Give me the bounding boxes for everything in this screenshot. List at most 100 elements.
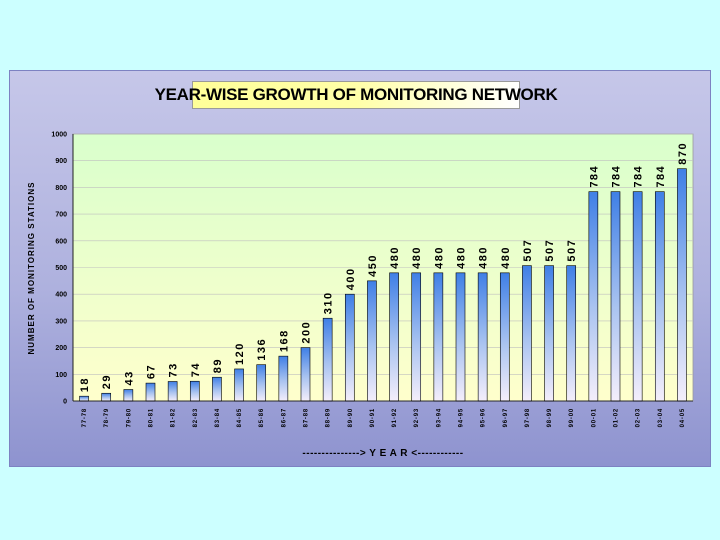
x-tick-label: 79-80 (126, 408, 132, 427)
x-tick-label: 88-89 (326, 408, 332, 427)
data-label: 480 (478, 246, 490, 269)
y-tick-label: 400 (55, 292, 67, 299)
x-tick-label: 86-87 (281, 408, 287, 427)
x-tick-label: 01-02 (614, 408, 620, 427)
data-label: 450 (367, 254, 379, 277)
data-label: 200 (301, 321, 313, 344)
data-label: 507 (544, 239, 556, 262)
x-tick-label: 98-99 (547, 408, 553, 427)
y-axis-ticks: 0 100 200 300 400 500 600 700 800 900 1000 (51, 132, 67, 406)
bar-02-03 (632, 191, 643, 402)
data-label: 74 (190, 362, 202, 377)
data-label: 120 (234, 342, 246, 365)
data-label: 480 (411, 246, 423, 269)
bar-79-80 (123, 389, 134, 402)
data-labels: 18 29 43 67 73 74 89 120 136 168 200 310 400 450 480 48… (79, 142, 689, 392)
bar-89-90 (344, 293, 355, 402)
bar-88-89 (322, 317, 333, 402)
y-tick-label: 700 (55, 212, 67, 219)
x-tick-label: 92-93 (414, 408, 420, 427)
data-label: 480 (389, 246, 401, 269)
bar-81-82 (167, 381, 178, 402)
x-axis-ticks: 77-78 78-79 79-80 80-81 81-82 82-83 83-84 84-85… (82, 408, 686, 427)
data-label: 18 (79, 377, 91, 392)
x-tick-label: 81-82 (171, 408, 177, 427)
data-label: 480 (456, 246, 468, 269)
data-label: 67 (146, 364, 158, 379)
x-tick-label: 80-81 (149, 408, 155, 427)
bar-87-88 (300, 347, 311, 402)
y-tick-label: 500 (55, 265, 67, 272)
bar-78-79 (101, 392, 112, 402)
x-tick-label: 97-98 (525, 408, 531, 427)
x-tick-label: 00-01 (591, 408, 597, 427)
bar-03-04 (654, 191, 665, 402)
chart-title: YEAR-WISE GROWTH OF MONITORING NETWORK (155, 81, 558, 109)
x-tick-label: 85-86 (259, 408, 265, 427)
y-tick-label: 900 (55, 158, 67, 165)
bar-95-96 (477, 272, 488, 402)
data-label: 310 (323, 291, 335, 314)
y-axis-label: NUMBER OF MONITORING STATIONS (27, 182, 36, 355)
data-label: 784 (588, 165, 600, 188)
data-label: 400 (345, 267, 357, 290)
bar-85-86 (256, 364, 267, 402)
x-tick-label: 95-96 (481, 408, 487, 427)
x-tick-label: 89-90 (348, 408, 354, 427)
data-label: 784 (633, 165, 645, 188)
bar-82-83 (189, 380, 200, 402)
y-tick-label: 800 (55, 185, 67, 192)
bar-94-95 (455, 272, 466, 402)
x-tick-label: 02-03 (636, 408, 642, 427)
data-label: 480 (500, 246, 512, 269)
x-tick-label: 90-91 (370, 408, 376, 427)
bar-90-91 (367, 280, 377, 402)
y-tick-label: 200 (55, 345, 67, 352)
x-tick-label: 91-92 (392, 408, 398, 427)
y-tick-label: 0 (63, 399, 67, 406)
y-tick-label: 100 (55, 372, 67, 379)
bar-96-97 (499, 272, 510, 402)
x-tick-label: 84-85 (237, 408, 243, 427)
data-label: 507 (522, 239, 534, 262)
x-tick-label: 99-00 (569, 408, 575, 427)
data-label: 784 (611, 165, 623, 188)
bar-77-78 (79, 395, 89, 402)
bar-01-02 (610, 191, 621, 402)
data-label: 168 (278, 329, 290, 352)
bar-99-00 (566, 265, 577, 402)
data-label: 870 (677, 142, 689, 165)
x-tick-label: 83-84 (215, 408, 221, 427)
data-label: 480 (433, 246, 445, 269)
x-tick-label: 94-95 (459, 408, 465, 427)
data-label: 784 (655, 165, 667, 188)
x-tick-label: 87-88 (304, 408, 310, 427)
x-axis-label: ---------------> Y E A R <------------ (302, 448, 463, 459)
x-tick-label: 93-94 (436, 408, 442, 427)
y-tick-label: 300 (55, 318, 67, 325)
bar-80-81 (145, 382, 156, 402)
x-tick-label: 78-79 (104, 408, 110, 427)
data-label: 43 (123, 370, 135, 385)
x-tick-label: 82-83 (193, 408, 199, 427)
x-tick-label: 03-04 (658, 408, 664, 427)
data-label: 29 (101, 374, 113, 389)
bar-97-98 (522, 265, 532, 402)
data-label: 136 (256, 338, 268, 361)
bar-98-99 (544, 265, 554, 402)
y-tick-label: 600 (55, 238, 67, 245)
data-label: 89 (212, 358, 224, 373)
data-label: 507 (566, 239, 578, 262)
bars (79, 168, 687, 402)
bar-84-85 (234, 368, 244, 402)
y-tick-label: 1000 (51, 132, 67, 139)
bar-86-87 (278, 355, 289, 402)
bar-00-01 (588, 191, 599, 402)
bar-83-84 (212, 376, 222, 402)
x-tick-label: 04-05 (680, 408, 686, 427)
data-label: 73 (168, 362, 180, 377)
bar-93-94 (433, 272, 444, 402)
bar-04-05 (677, 168, 687, 402)
x-tick-label: 77-78 (82, 408, 88, 427)
